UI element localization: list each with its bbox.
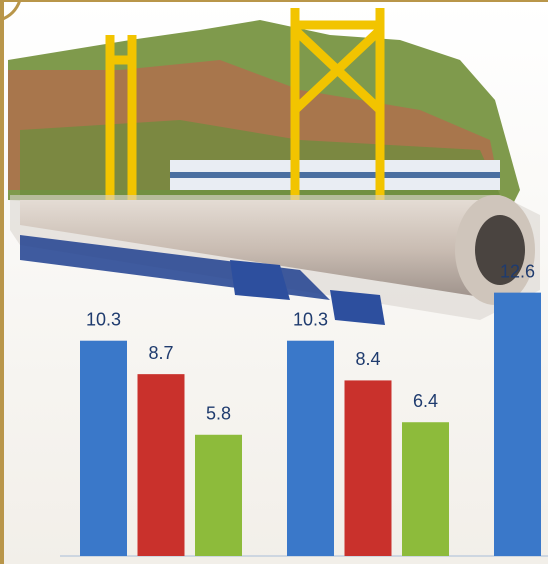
value-label: 8.4 xyxy=(355,349,380,369)
bar xyxy=(402,422,449,556)
value-label: 10.3 xyxy=(293,309,328,329)
bar xyxy=(195,434,242,556)
bar xyxy=(494,292,541,556)
bar xyxy=(344,380,392,556)
value-label: 6.4 xyxy=(413,391,438,411)
value-label: 10.3 xyxy=(86,309,121,329)
bar xyxy=(287,340,334,556)
bar xyxy=(80,340,127,556)
bar xyxy=(137,374,185,556)
value-label: 8.7 xyxy=(148,343,173,363)
value-label: 12.6 xyxy=(500,261,535,281)
value-label: 5.8 xyxy=(206,404,231,424)
